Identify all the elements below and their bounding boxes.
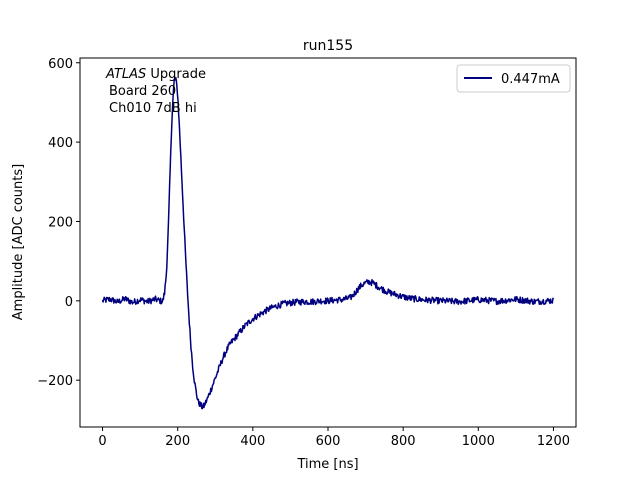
annotation-atlas: ATLAS: [105, 67, 146, 82]
x-axis: 0 200 400 600 800 1000 1200: [98, 427, 570, 449]
y-tick-label: 0: [65, 295, 73, 310]
x-axis-label: Time [ns]: [296, 457, 358, 472]
x-tick-label: 400: [240, 434, 265, 449]
x-tick-label: 200: [165, 434, 190, 449]
series-layer: [101, 76, 555, 410]
x-tick-label: 1000: [462, 434, 495, 449]
annotation-board: Board 260: [109, 84, 176, 99]
x-tick-label: 600: [316, 434, 341, 449]
annotation-channel: Ch010 7dB hi: [109, 101, 197, 116]
annotation-text: ATLAS Upgrade Board 260 Ch010 7dB hi: [105, 67, 206, 116]
y-tick-label: 400: [48, 136, 73, 151]
y-tick-label: −200: [37, 374, 73, 389]
legend-box: [456, 64, 571, 93]
chart-title: run155: [303, 38, 353, 54]
y-tick-label: 600: [48, 57, 73, 72]
x-tick-label: 0: [98, 434, 106, 449]
y-axis: −200 0 200 400 600: [37, 57, 80, 389]
x-tick-label: 1200: [537, 434, 570, 449]
svg-text:ATLAS Upgrade: ATLAS Upgrade: [105, 67, 206, 82]
y-axis-label: Amplitude [ADC counts]: [11, 164, 26, 320]
legend: 0.447mA: [456, 64, 571, 93]
y-tick-label: 200: [48, 215, 73, 230]
x-tick-label: 800: [391, 434, 416, 449]
annotation-upgrade: Upgrade: [146, 67, 206, 82]
legend-label: 0.447mA: [501, 72, 560, 87]
series-line: [101, 76, 555, 410]
